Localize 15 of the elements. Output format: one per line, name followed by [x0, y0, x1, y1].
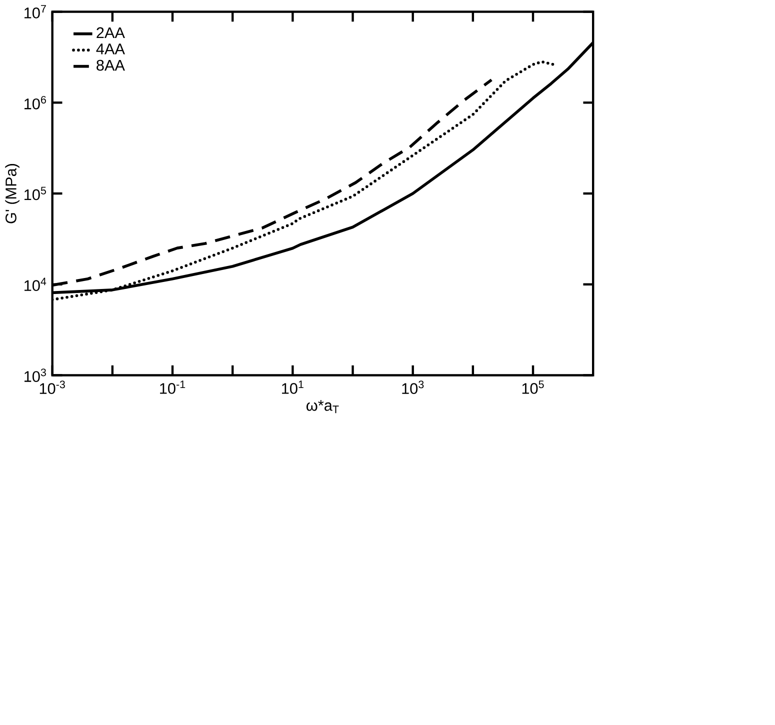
x-tick-label: 10$^{-3}$	[40, 380, 65, 394]
x-axis-title: ω*a$_{T}$	[306, 400, 339, 413]
y-tick-label: 10$^{5}$	[24, 186, 46, 200]
y-axis-title: G' (MPa)	[5, 164, 20, 224]
legend-label: 8AA	[96, 60, 125, 71]
legend-label: 4AA	[96, 43, 125, 54]
x-tick-label: 10$^{5}$	[522, 380, 544, 394]
y-tick-label: 10$^{3}$	[24, 368, 46, 382]
y-tick-label: 10$^{6}$	[24, 96, 46, 110]
x-tick-label: 10$^{1}$	[282, 380, 304, 394]
y-tick-label: 10$^{7}$	[24, 4, 46, 18]
legend-label: 2AA	[96, 27, 125, 38]
y-tick-label: 10$^{4}$	[24, 278, 46, 291]
x-tick-label: 10$^{3}$	[402, 380, 424, 394]
x-tick-label: 10$^{-1}$	[160, 380, 186, 394]
